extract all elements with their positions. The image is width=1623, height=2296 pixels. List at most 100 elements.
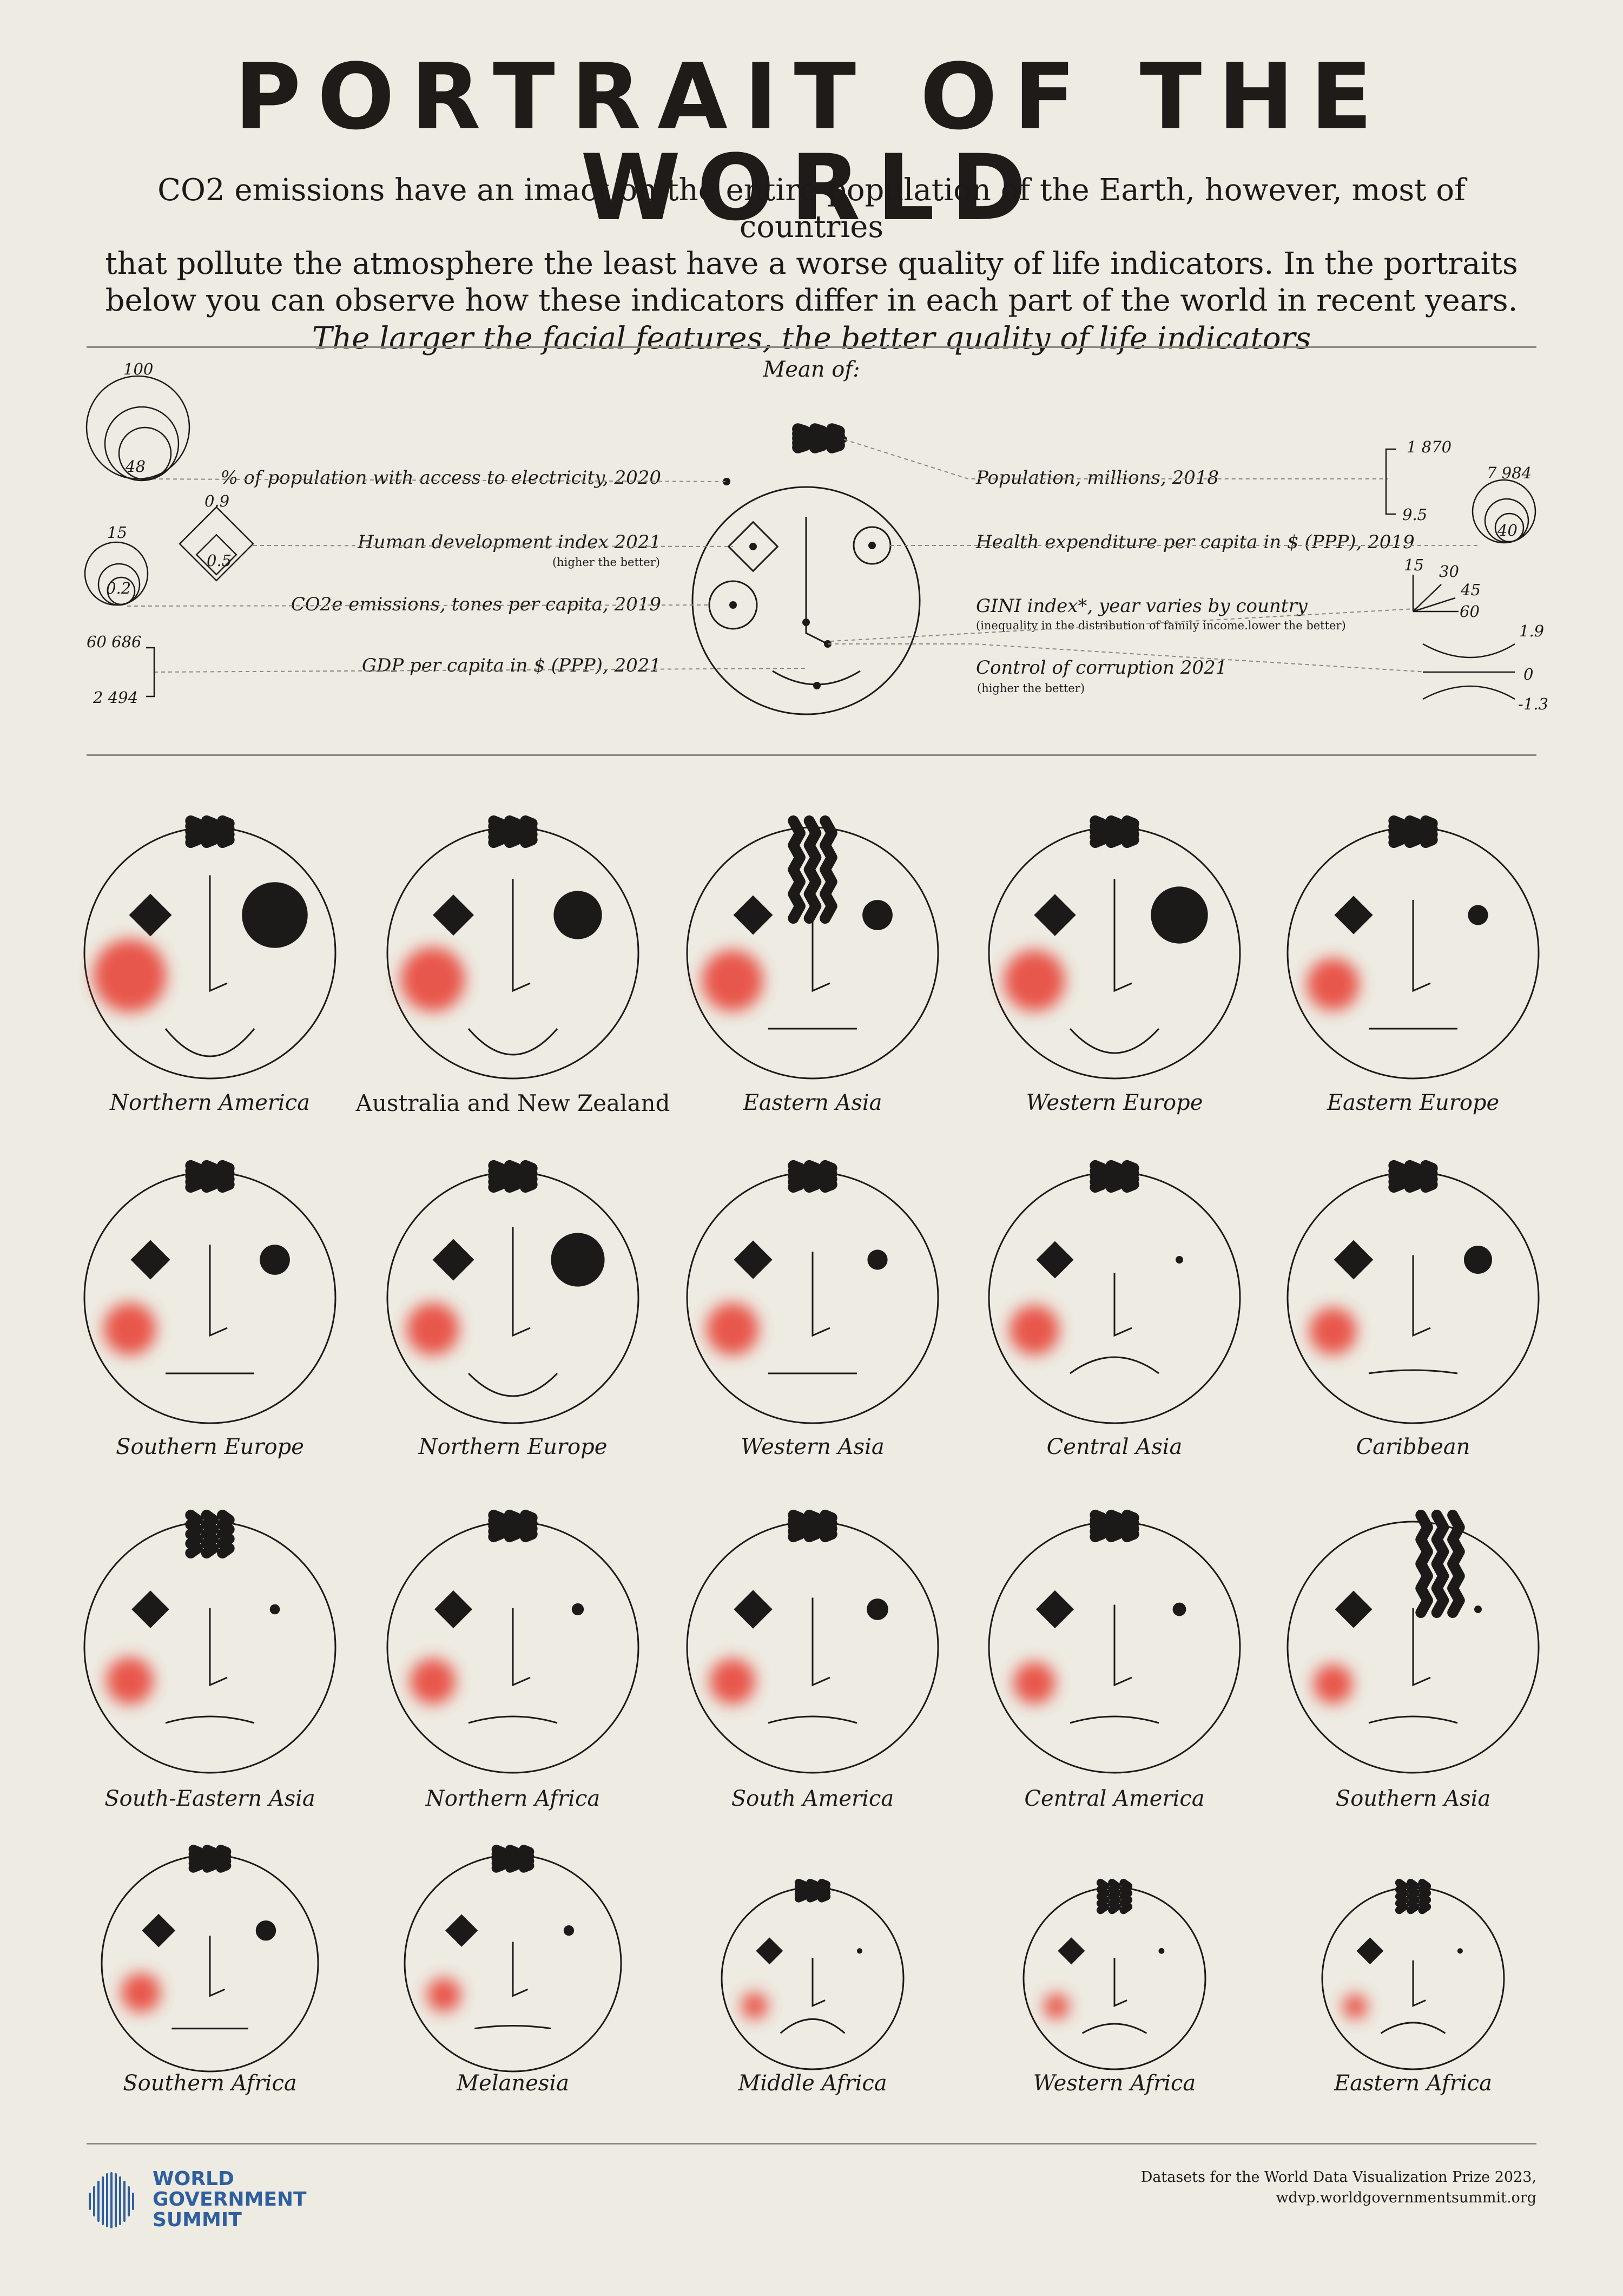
legend-cheek <box>708 580 758 630</box>
face-nose <box>209 1608 228 1687</box>
face-nose <box>1113 1604 1132 1687</box>
scale-gini-ray-2 <box>1413 597 1456 613</box>
legend-heading: Mean of: <box>763 357 860 382</box>
divider-middle <box>87 754 1536 756</box>
face-cheek-blush <box>106 1657 154 1705</box>
hair-strand <box>491 1845 507 1873</box>
hair-strand <box>185 815 203 848</box>
face-mouth <box>1070 1715 1159 1724</box>
wgs-logo-icon <box>89 2172 134 2228</box>
guide-population <box>843 439 1388 479</box>
scale-population-max: 1 870 <box>1407 438 1452 456</box>
face-nose <box>512 1942 529 1997</box>
scale-population-bracket <box>1385 448 1396 515</box>
face-mouth <box>164 1028 255 1057</box>
face-diamond-eye <box>1034 894 1076 936</box>
divider-top <box>87 346 1536 348</box>
hair-strand <box>1121 1160 1139 1193</box>
legend-label-hdi: Human development index 2021 <box>358 531 661 553</box>
legend-note-gini: (inequality in the distribution of famil… <box>976 619 1346 632</box>
hair-strand <box>806 1879 819 1903</box>
face-mouth <box>1380 2022 1446 2034</box>
scale-corruption-zero: 0 <box>1523 665 1534 683</box>
legend-nose-dot <box>802 619 810 626</box>
scale-gini-60: 60 <box>1460 602 1480 621</box>
face-label: Central America <box>1024 1786 1205 1811</box>
hair-strand <box>1105 1160 1124 1193</box>
face-nose <box>209 1936 226 1997</box>
legend-label-corruption: Control of corruption 2021 <box>976 657 1228 679</box>
face-hair <box>1415 1509 1465 1619</box>
face-cheek-blush <box>706 1302 759 1356</box>
face-southern-africa <box>101 1845 319 2073</box>
scale-health-large <box>1472 479 1536 544</box>
face-round-eye <box>1176 1256 1183 1264</box>
hair-strand <box>1388 1160 1406 1193</box>
wgs-logo-text: WORLD GOVERNMENT SUMMIT <box>153 2169 307 2231</box>
face-hair <box>491 1845 535 1873</box>
face-diamond-eye <box>445 1914 478 1947</box>
face-cheek-blush <box>702 950 763 1011</box>
hair-strand <box>504 1509 522 1543</box>
face-northern-africa <box>386 1509 639 1774</box>
scale-hdi-max: 0.9 <box>204 492 230 510</box>
face-cheek-blush <box>1307 958 1360 1011</box>
hair-strand <box>1431 1509 1449 1619</box>
face-hair <box>488 815 538 848</box>
face-round-eye <box>1468 905 1488 925</box>
hair-strand <box>217 1509 235 1559</box>
hair-strand <box>488 1160 506 1193</box>
hair-strand <box>185 1509 203 1559</box>
legend-face-outline <box>691 486 921 715</box>
face-outline <box>1286 1521 1540 1774</box>
hair-strand <box>1418 1879 1431 1915</box>
face-cheek-blush <box>1004 950 1065 1011</box>
hair-strand <box>201 1509 219 1559</box>
face-hair <box>1388 1160 1438 1193</box>
hair-strand <box>803 1160 822 1193</box>
face-label: Australia and New Zealand <box>355 1090 670 1116</box>
face-nose <box>812 903 830 992</box>
scale-gdp-bracket <box>146 647 155 698</box>
face-grid <box>83 815 1540 2073</box>
face-cheek-blush <box>410 1659 456 1705</box>
hair-strand <box>803 815 822 924</box>
face-diamond-eye <box>756 1937 783 1965</box>
face-round-eye <box>1151 886 1208 944</box>
face-diamond-eye <box>130 1240 170 1280</box>
face-mouth <box>467 1028 558 1056</box>
hair-strand <box>792 423 811 453</box>
face-label: Southern Africa <box>123 2071 297 2096</box>
face-diamond-eye <box>1334 896 1373 935</box>
face-diamond-eye <box>432 894 474 936</box>
face-eastern-asia <box>686 815 939 1080</box>
hair-strand <box>217 1160 235 1193</box>
scale-corruption-min: -1.3 <box>1518 695 1548 713</box>
scale-health-small <box>1494 512 1525 543</box>
scale-gdp-min: 2 494 <box>93 688 138 707</box>
face-round-eye <box>242 882 308 948</box>
logo-line-1: WORLD <box>153 2168 234 2190</box>
hair-strand <box>519 1845 535 1873</box>
scale-gini-ray-1 <box>1413 584 1442 612</box>
hair-strand <box>1105 815 1124 848</box>
face-eastern-europe <box>1286 815 1540 1080</box>
face-nose <box>812 1597 830 1687</box>
hair-strand <box>794 1879 808 1903</box>
hair-strand <box>817 1879 831 1903</box>
face-cheek-blush <box>1342 1994 1368 2019</box>
face-cheek-blush <box>1013 1662 1055 1704</box>
face-cheek-blush <box>709 1659 756 1705</box>
face-cheek-blush <box>406 1302 459 1356</box>
face-label: South-Eastern Asia <box>104 1786 315 1811</box>
face-hair <box>185 1509 235 1559</box>
hair-strand <box>201 815 219 848</box>
face-hair <box>1090 1509 1139 1543</box>
hair-strand <box>520 815 538 848</box>
face-label: Caribbean <box>1356 1435 1470 1459</box>
hair-strand <box>504 815 522 848</box>
face-cheek-blush <box>427 1978 461 2012</box>
guide-gini <box>830 608 1415 642</box>
face-south-america <box>686 1509 939 1774</box>
